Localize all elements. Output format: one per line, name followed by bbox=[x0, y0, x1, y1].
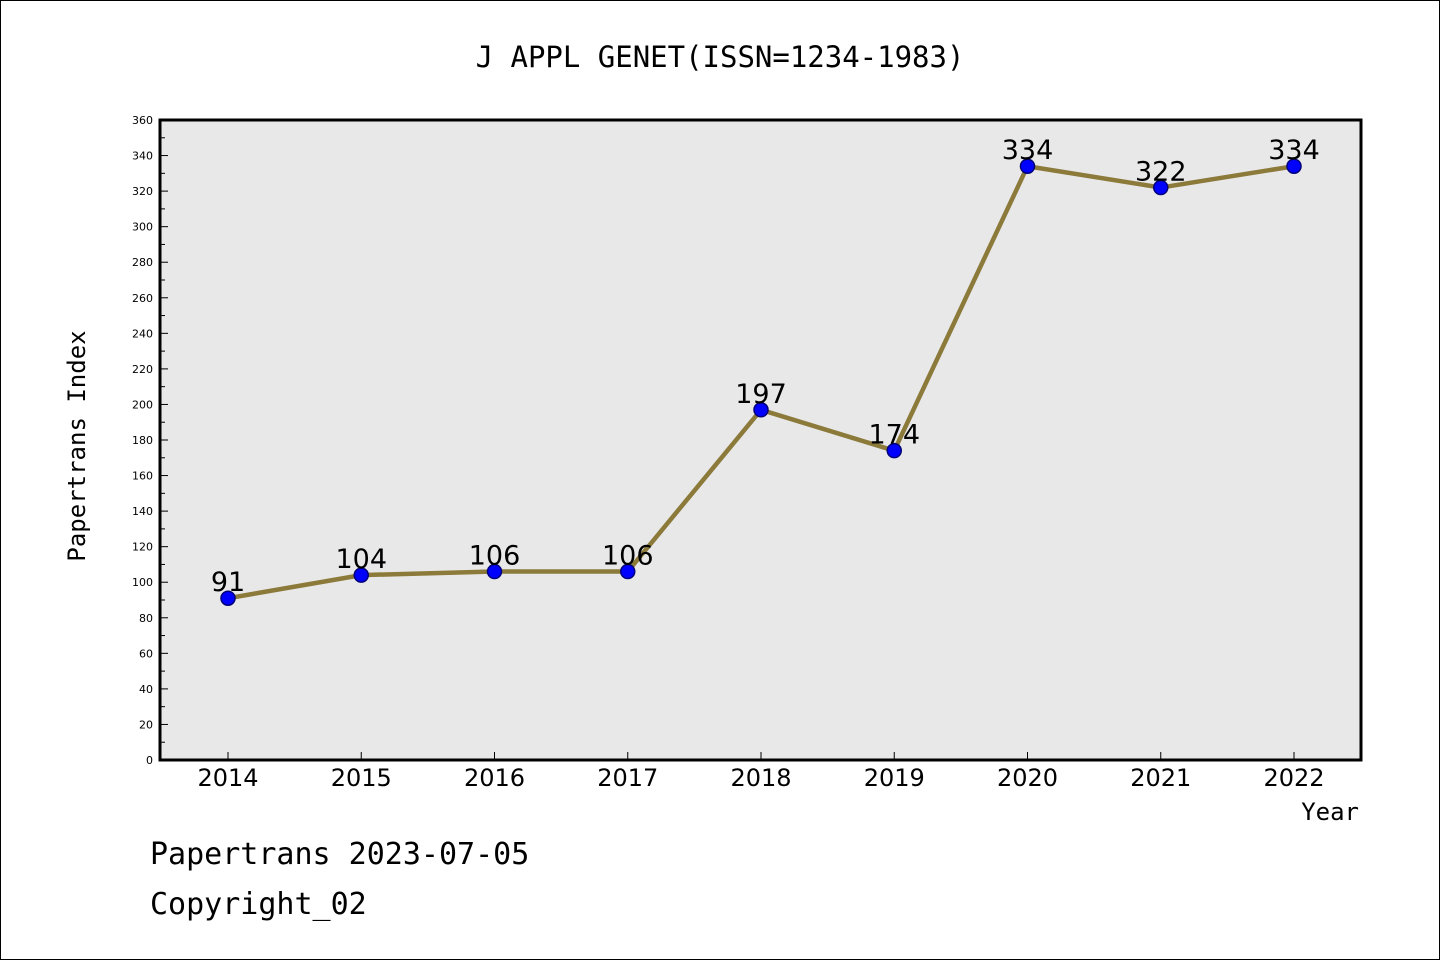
y-tick-label: 120 bbox=[132, 541, 153, 554]
y-axis-ticks: 0 20 40 60 80 100 120 140 160 180 200 220 240 260 280 3… bbox=[132, 114, 168, 767]
data-point bbox=[1019, 158, 1036, 174]
y-tick-label: 220 bbox=[132, 363, 153, 376]
y-tick-label: 340 bbox=[132, 150, 153, 163]
y-tick-label: 320 bbox=[132, 185, 153, 198]
data-point bbox=[486, 563, 503, 580]
y-tick-label: 180 bbox=[132, 434, 153, 447]
plot-area bbox=[158, 118, 1363, 762]
x-tick-label: 2015 bbox=[331, 764, 392, 792]
y-tick-label: 80 bbox=[139, 612, 153, 625]
data-label: 197 bbox=[735, 379, 787, 410]
data-point bbox=[353, 567, 369, 583]
x-tick-label: 2016 bbox=[464, 764, 525, 792]
data-point bbox=[1153, 179, 1169, 196]
x-tick-label: 2019 bbox=[864, 764, 925, 792]
data-point bbox=[886, 442, 902, 459]
data-label: 104 bbox=[335, 544, 387, 575]
y-tick-label: 280 bbox=[132, 256, 153, 269]
data-label: 174 bbox=[868, 420, 920, 451]
y-tick-label: 40 bbox=[139, 683, 153, 696]
y-axis-label: Papertrans Index bbox=[63, 330, 91, 561]
x-tick-label: 2021 bbox=[1130, 764, 1191, 792]
data-point bbox=[1286, 158, 1302, 174]
y-tick-label: 240 bbox=[132, 327, 153, 340]
x-tick-label: 2017 bbox=[597, 764, 658, 792]
data-point bbox=[220, 590, 236, 606]
x-axis-ticks: 2014 2015 2016 2017 2018 2019 2020 2021 2022 bbox=[197, 752, 1325, 792]
x-tick-label: 2022 bbox=[1263, 764, 1324, 792]
y-tick-label: 160 bbox=[132, 470, 153, 483]
y-tick-label: 100 bbox=[132, 576, 153, 589]
data-point bbox=[620, 563, 636, 580]
y-tick-label: 0 bbox=[146, 754, 153, 767]
y-tick-label: 260 bbox=[132, 292, 153, 305]
data-markers bbox=[220, 158, 1302, 606]
data-label: 106 bbox=[469, 541, 521, 572]
data-labels: 91 104 106 106 197 174 334 322 334 bbox=[211, 135, 1320, 598]
data-label: 334 bbox=[1002, 135, 1054, 166]
x-tick-label: 2020 bbox=[997, 764, 1058, 792]
x-tick-label: 2018 bbox=[730, 764, 791, 792]
data-label: 334 bbox=[1268, 135, 1320, 166]
data-point bbox=[753, 402, 769, 418]
y-tick-label: 20 bbox=[139, 718, 153, 731]
y-tick-label: 200 bbox=[132, 398, 153, 411]
y-tick-label: 140 bbox=[132, 505, 153, 518]
data-label: 91 bbox=[211, 567, 245, 598]
y-tick-label: 60 bbox=[139, 647, 153, 660]
x-tick-label: 2014 bbox=[197, 764, 258, 792]
y-tick-label: 300 bbox=[132, 221, 153, 234]
footer-copyright: Copyright_02 bbox=[150, 887, 367, 922]
footer-date: Papertrans 2023-07-05 bbox=[150, 837, 529, 872]
data-label: 322 bbox=[1135, 157, 1187, 188]
y-tick-label: 360 bbox=[132, 114, 153, 127]
x-axis-label: Year bbox=[1301, 798, 1359, 826]
chart-title: J APPL GENET(ISSN=1234-1983) bbox=[476, 40, 965, 74]
data-label: 106 bbox=[602, 541, 654, 572]
